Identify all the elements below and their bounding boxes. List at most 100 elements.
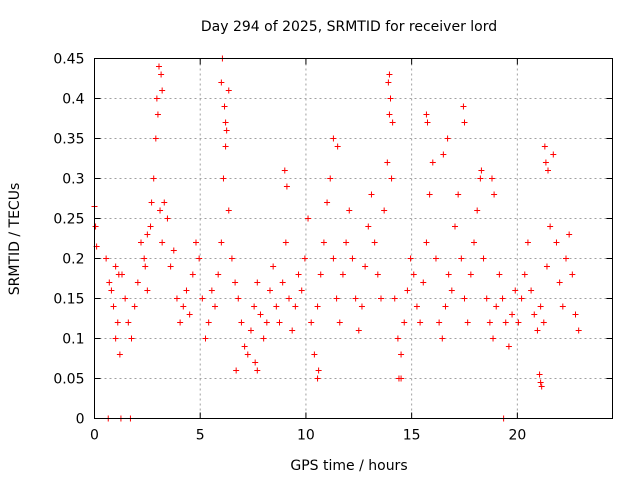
data-point (451, 223, 458, 230)
data-point (575, 327, 582, 334)
data-point (562, 255, 569, 262)
data-point (355, 327, 362, 334)
plot-frame (94, 58, 613, 419)
data-point (311, 351, 318, 358)
data-point (273, 303, 280, 310)
data-point (566, 231, 573, 238)
data-point (553, 239, 560, 246)
data-point (157, 207, 164, 214)
data-point (241, 343, 248, 350)
data-point (387, 95, 394, 102)
data-point (218, 79, 225, 86)
data-point (330, 255, 337, 262)
data-point (424, 119, 431, 126)
data-point (220, 175, 227, 182)
data-point (228, 255, 235, 262)
data-point (320, 239, 327, 246)
data-point (426, 191, 433, 198)
data-point (445, 271, 452, 278)
data-point (534, 327, 541, 334)
data-point (461, 119, 468, 126)
data-point (467, 271, 474, 278)
data-point (108, 287, 115, 294)
data-point (374, 271, 381, 278)
data-point (358, 303, 365, 310)
y-tick-label: 0.45 (53, 52, 84, 68)
data-point (346, 207, 353, 214)
data-point (153, 95, 160, 102)
data-point (391, 295, 398, 302)
y-tick-label: 0.15 (53, 292, 84, 308)
data-point (362, 263, 369, 270)
data-point (432, 255, 439, 262)
data-point (317, 271, 324, 278)
data-point (225, 207, 232, 214)
data-point (541, 143, 548, 150)
data-point (251, 303, 258, 310)
data-point (368, 191, 375, 198)
data-point (283, 183, 290, 190)
data-point (410, 271, 417, 278)
data-point (238, 319, 245, 326)
data-point (381, 207, 388, 214)
data-point (524, 239, 531, 246)
data-point (429, 159, 436, 166)
data-point (352, 295, 359, 302)
data-point (295, 271, 302, 278)
data-point (112, 335, 119, 342)
data-point (518, 295, 525, 302)
data-point (420, 279, 427, 286)
data-point (440, 151, 447, 158)
data-point (155, 63, 162, 70)
data-point (339, 271, 346, 278)
y-tick-label: 0.3 (62, 172, 84, 188)
data-point (159, 87, 166, 94)
data-point (232, 279, 239, 286)
data-point (521, 271, 528, 278)
data-point (550, 151, 557, 158)
data-point (252, 359, 259, 366)
data-point (398, 351, 405, 358)
data-point (205, 319, 212, 326)
data-point (572, 311, 579, 318)
data-point (460, 103, 467, 110)
y-tick-label: 0.4 (62, 92, 84, 108)
data-point (512, 287, 519, 294)
data-point (221, 103, 228, 110)
data-point (493, 303, 500, 310)
data-point (116, 351, 123, 358)
data-point (208, 287, 215, 294)
data-point (455, 191, 462, 198)
data-point (254, 367, 261, 374)
data-point (314, 303, 321, 310)
data-point (545, 167, 552, 174)
data-point (260, 335, 267, 342)
data-point (505, 343, 512, 350)
y-tick-label: 0.25 (53, 212, 84, 228)
data-point (483, 295, 490, 302)
data-point (471, 239, 478, 246)
data-point (314, 375, 321, 382)
data-point (158, 71, 165, 78)
data-point (180, 303, 187, 310)
data-point (448, 287, 455, 294)
data-point (225, 87, 232, 94)
data-point (270, 263, 277, 270)
tick-layer: 0 0.05 0.1 0.15 0.2 0.25 0.3 0.35 0.4 0.45 0 5 10 15 2… (53, 52, 613, 444)
data-point (536, 371, 543, 378)
data-point (282, 239, 289, 246)
data-point (152, 135, 159, 142)
data-point (330, 135, 337, 142)
data-point (308, 319, 315, 326)
data-point (528, 287, 535, 294)
data-point (436, 319, 443, 326)
data-point (134, 279, 141, 286)
data-point (131, 303, 138, 310)
data-point (103, 255, 110, 262)
data-point (556, 279, 563, 286)
data-point (128, 335, 135, 342)
data-point (235, 295, 242, 302)
data-point (223, 127, 230, 134)
data-point (233, 367, 240, 374)
